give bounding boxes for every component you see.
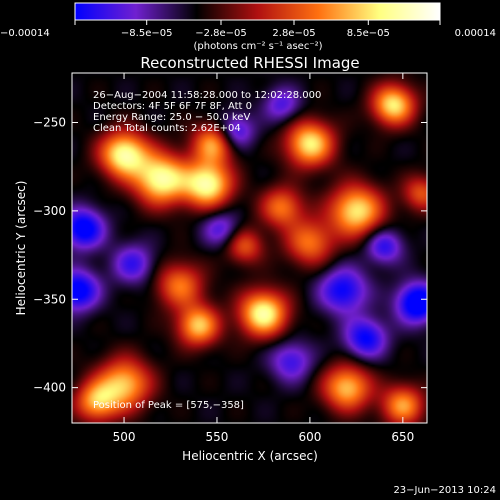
colorbar-units-label: (photons cm⁻² s⁻¹ asec⁻²) [193, 41, 322, 52]
annotation-time-range: 26−Aug−2004 11:58:28.000 to 12:02:28.000 [93, 90, 321, 101]
colorbar-tick-label: 0.00014 [455, 28, 496, 39]
heatmap-image [72, 73, 427, 423]
colorbar [74, 2, 441, 21]
colorbar-tick-label: −2.8e−05 [195, 28, 247, 39]
x-axis-tick-label: 600 [298, 430, 321, 444]
y-axis-tick-label: −350 [33, 292, 66, 306]
annotation-detectors: Detectors: 4F 5F 6F 7F 8F, Att 0 [93, 101, 252, 112]
y-axis-ticks: −250 −300 −350 −400 [33, 115, 427, 395]
chart-title: Reconstructed RHESSI Image [140, 54, 359, 72]
colorbar-tick-label: 2.8e−05 [272, 28, 315, 39]
colorbar-tick-label: −0.00014 [0, 28, 50, 39]
heatmap-raster [72, 73, 427, 423]
annotation-energy-range: Energy Range: 25.0 − 50.0 keV [93, 112, 250, 123]
annotation-clean-counts: Clean Total counts: 2.62E+04 [93, 123, 241, 134]
x-axis-tick-label: 650 [391, 430, 414, 444]
peak-position-annotation: Position of Peak = [575,−358] [93, 400, 244, 411]
x-axis-label: Heliocentric X (arcsec) [182, 449, 318, 463]
x-axis-tick-label: 500 [113, 430, 136, 444]
x-axis-ticks: 500 550 600 650 [113, 73, 414, 444]
x-axis-tick-label: 550 [206, 430, 229, 444]
colorbar-tick-label: 8.5e−05 [347, 28, 390, 39]
y-axis-tick-label: −300 [33, 204, 66, 218]
colorbar-tick-label: −8.5e−05 [121, 28, 173, 39]
plot-frame [71, 72, 428, 424]
footer-date: 23−Jun−2013 10:24 [393, 485, 496, 496]
y-axis-tick-label: −400 [33, 381, 66, 395]
y-axis-tick-label: −250 [33, 115, 66, 129]
colorbar-ticks: −0.00014 −8.5e−05 −2.8e−05 2.8e−05 8.5e−05 0.… [0, 20, 496, 39]
annotation-block: 26−Aug−2004 11:58:28.000 to 12:02:28.000… [93, 90, 321, 134]
y-axis-label: Heliocentric Y (arcsec) [14, 181, 28, 316]
